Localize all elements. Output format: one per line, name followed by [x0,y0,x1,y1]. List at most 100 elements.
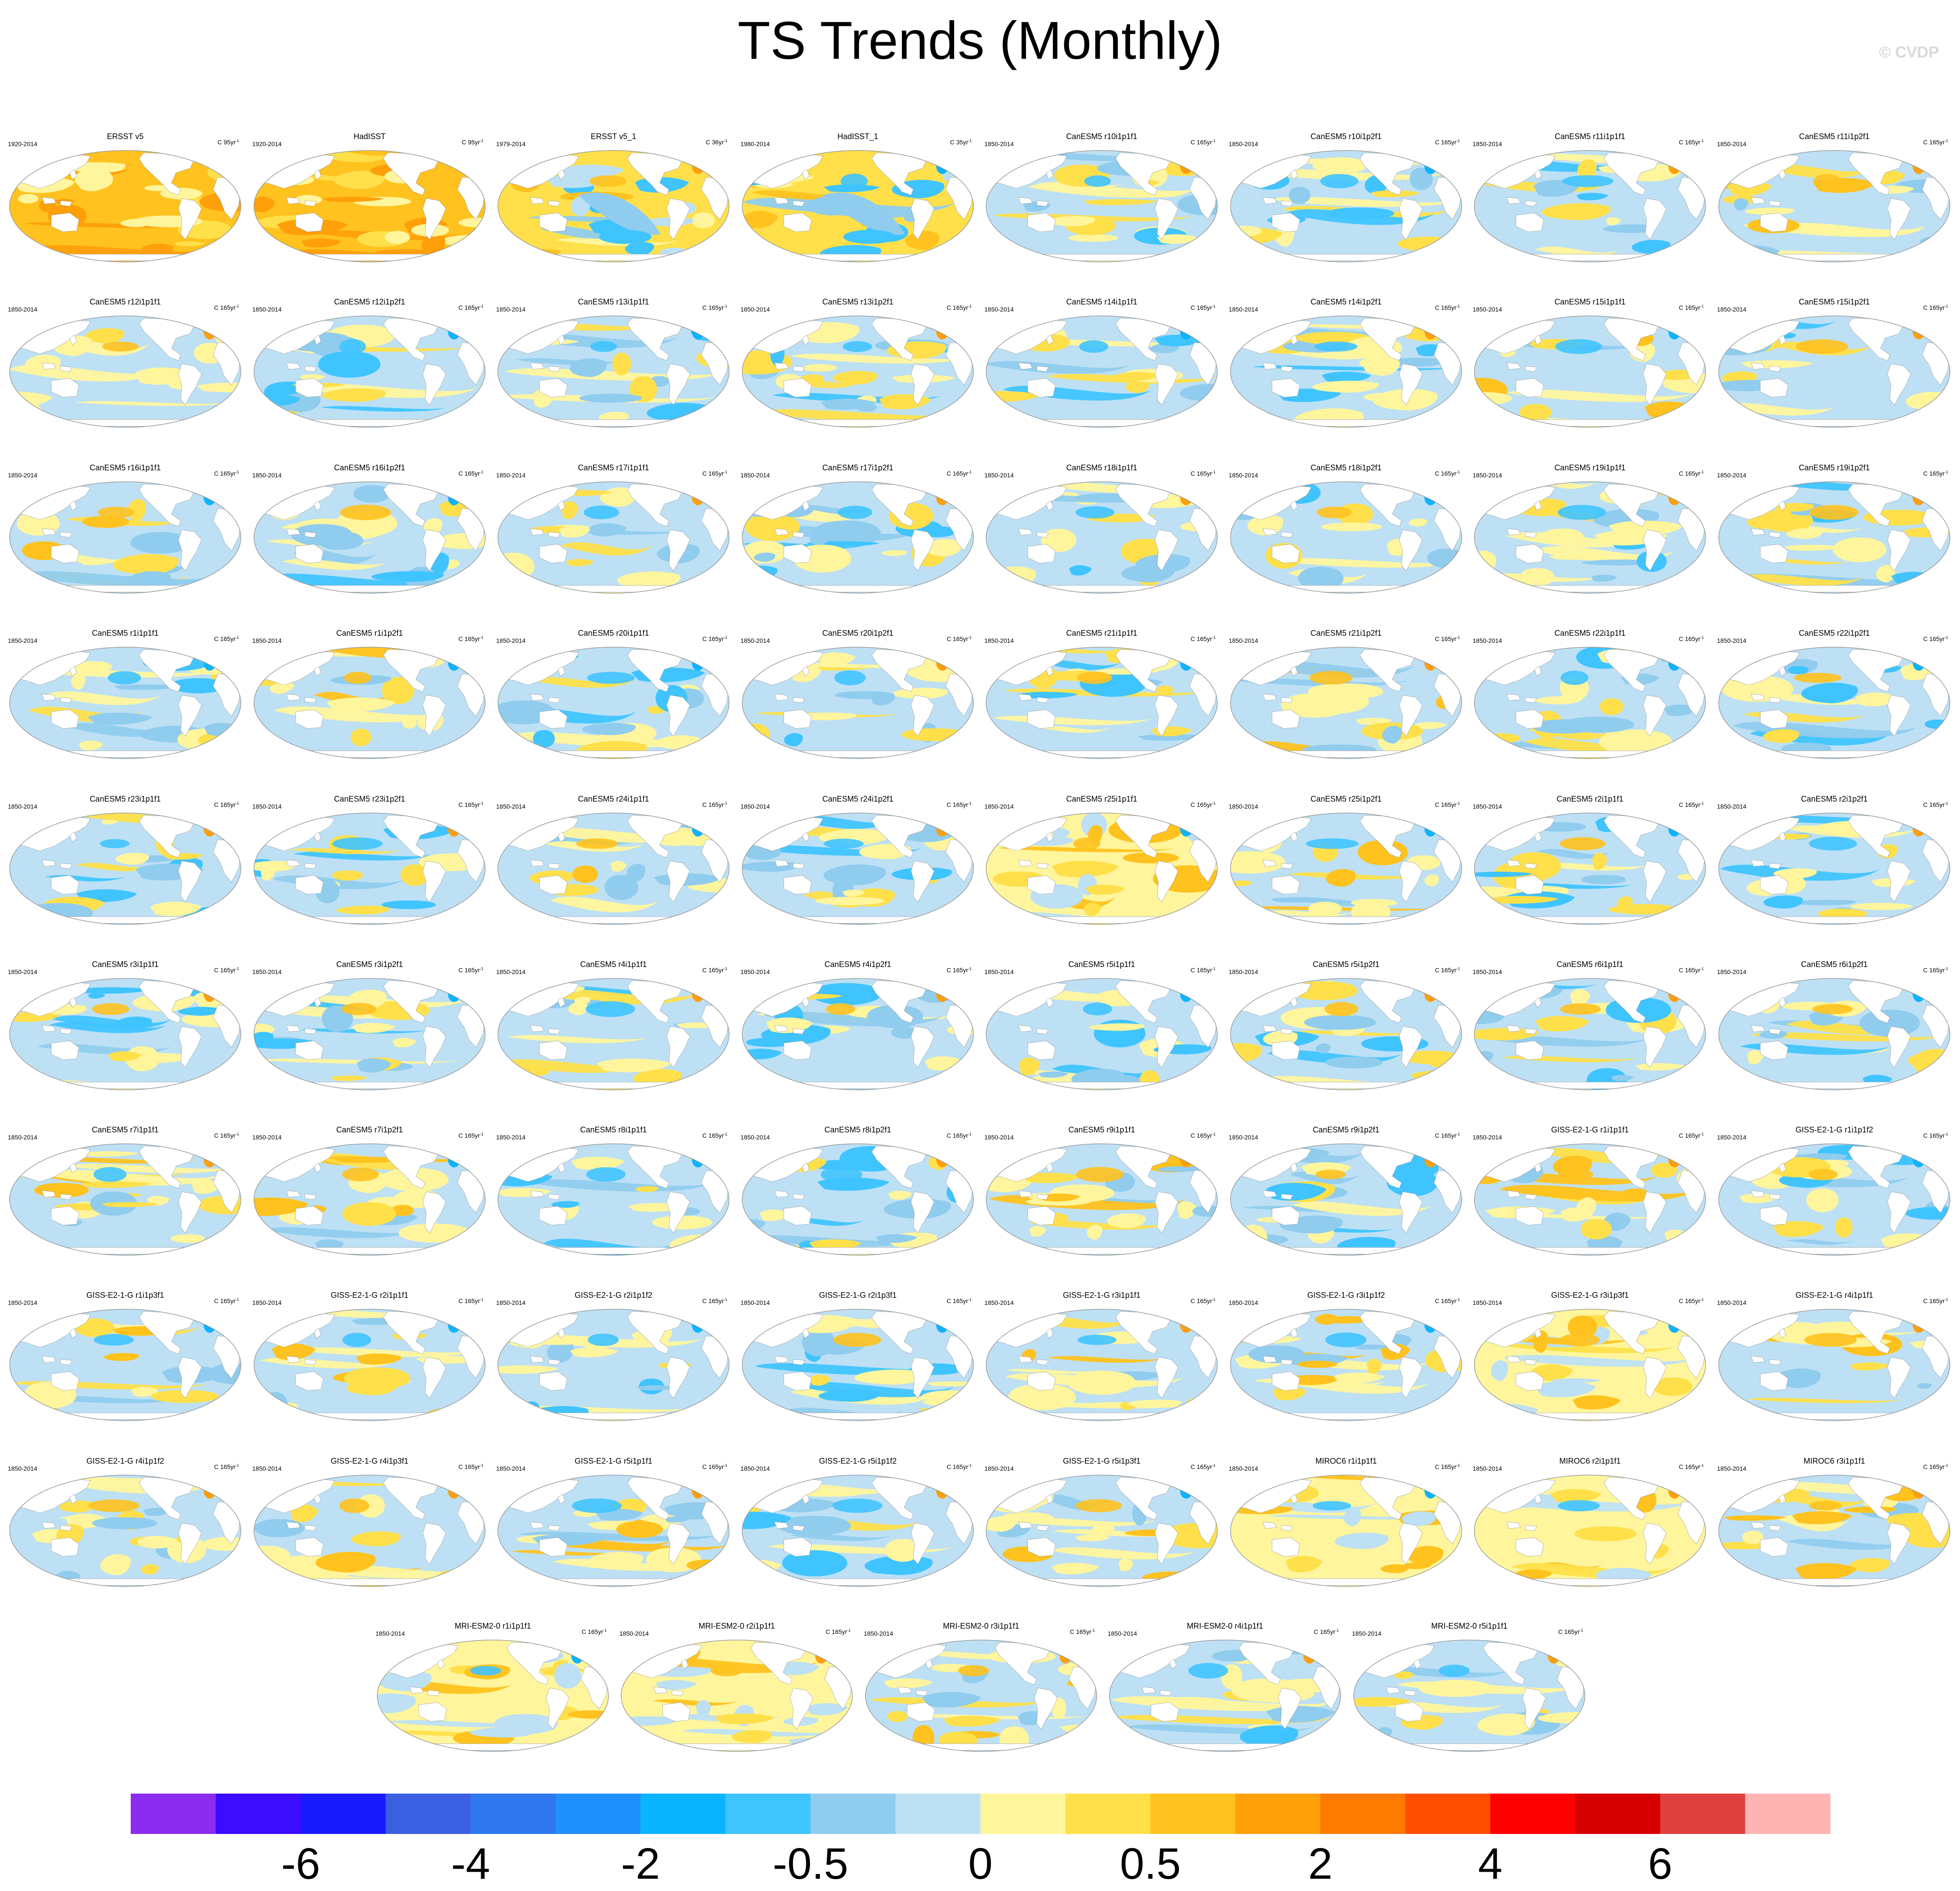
panel-period: 1850-2014 [252,968,282,975]
panel-border [1230,978,1462,1090]
panel-units: C 165yr-1 [702,635,727,642]
panel-title: CanESM5 r19i1p2f1 [1799,463,1870,472]
panel-border [377,1640,609,1752]
panel-title: CanESM5 r12i1p1f1 [89,297,161,306]
colorbar-swatch [980,1794,1066,1834]
panel-period: 1850-2014 [740,306,770,313]
panel-title: CanESM5 r25i1p1f1 [1066,795,1137,803]
colorbar-swatch [1065,1794,1151,1834]
panel-period: 1850-2014 [1717,140,1746,147]
panel-title: CanESM5 r24i1p2f1 [822,795,893,803]
panel-units: C 165yr-1 [214,1132,239,1139]
panel-border [1230,1475,1462,1587]
panel-title: CanESM5 r3i1p1f1 [92,960,158,969]
panel-title: CanESM5 r23i1p2f1 [334,795,405,803]
panel-border [1474,1143,1706,1256]
panel-units: C 165yr-1 [1435,1463,1460,1470]
panel-border [497,1309,730,1421]
panel-title: GISS-E2-1-G r2i1p3f1 [819,1291,897,1300]
panel-period: 1850-2014 [8,803,37,810]
colorbar-swatch [1490,1794,1576,1834]
panel-border [497,150,730,262]
panel-period: 1850-2014 [1473,1134,1502,1141]
panel-period: 1850-2014 [252,472,282,479]
panel-border [742,978,974,1090]
panel-title: CanESM5 r7i1p2f1 [336,1125,403,1134]
colorbar-swatch [1320,1794,1406,1834]
colorbar-tick-label: 6 [1648,1839,1673,1888]
panel-border [1230,1309,1462,1421]
panel-title: CanESM5 r2i1p2f1 [1801,795,1867,803]
panel-period: 1850-2014 [8,1465,37,1472]
panel-units: C 165yr-1 [1191,304,1216,311]
panel-period: 1850-2014 [984,306,1014,313]
panel-period: 1850-2014 [740,1134,770,1141]
panel-border [742,813,974,925]
colorbar-swatch [555,1794,641,1834]
panel-title: GISS-E2-1-G r2i1p1f1 [331,1291,408,1300]
panel-period: 1850-2014 [252,803,282,810]
panel-period: 1850-2014 [496,1134,526,1141]
panel-title: CanESM5 r23i1p1f1 [89,795,161,803]
panel-period: 1850-2014 [496,968,526,975]
panel-period: 1850-2014 [984,1134,1014,1141]
colorbar-tick-label: -0.5 [773,1839,848,1888]
panel-border [986,481,1218,594]
panel-period: 1980-2014 [740,140,770,147]
panel-period: 1850-2014 [376,1630,405,1637]
panel-period: 1850-2014 [740,968,770,975]
panel-units: C 35yr-1 [950,139,972,146]
panel-border [254,978,486,1090]
colorbar-swatch [1235,1794,1321,1834]
panel-period: 1850-2014 [1717,472,1746,479]
panel-border [254,1475,486,1587]
panel-title: CanESM5 r13i1p2f1 [822,297,893,306]
panel-border [254,150,486,262]
panel-title: CanESM5 r21i1p2f1 [1310,629,1381,637]
panel-units: C 165yr-1 [702,304,727,311]
panel-title: CanESM5 r7i1p1f1 [92,1125,158,1134]
panel-units: C 165yr-1 [1070,1628,1095,1635]
panel-units: C 165yr-1 [702,470,727,477]
panel-border [742,1475,974,1587]
panel-period: 1850-2014 [8,472,37,479]
panel-period: 1850-2014 [1717,968,1746,975]
panel-units: C 165yr-1 [702,801,727,808]
panel-units: C 165yr-1 [1435,139,1460,146]
panel-units: C 165yr-1 [458,1132,483,1139]
panel-border [1230,481,1462,594]
panel-border [9,647,241,759]
panel-border [9,1143,241,1256]
panel-units: C 165yr-1 [1923,635,1948,642]
panel-units: C 165yr-1 [1923,801,1948,808]
colorbar-swatch [300,1794,386,1834]
panel-title: CanESM5 r16i1p1f1 [89,463,161,472]
panel-period: 1850-2014 [1229,637,1258,644]
panel-period: 1850-2014 [496,472,526,479]
panel-units: C 165yr-1 [1679,1463,1704,1470]
panel-period: 1850-2014 [1717,1134,1746,1141]
panel-title: CanESM5 r21i1p1f1 [1066,629,1137,637]
panel-border [1718,978,1950,1090]
panel-title: CanESM5 r4i1p1f1 [580,960,647,969]
panel-title: HadISST [354,132,386,141]
panel-units: C 165yr-1 [214,801,239,808]
colorbar-swatch [1405,1794,1491,1834]
panel-units: C 165yr-1 [458,1297,483,1304]
panel-period: 1850-2014 [496,1465,526,1472]
colorbar-swatch [386,1794,471,1834]
panel-units: C 165yr-1 [702,1132,727,1139]
panel-units: C 165yr-1 [1191,470,1216,477]
panel-title: GISS-E2-1-G r2i1p1f2 [575,1291,652,1300]
colorbar-tick-label: 0.5 [1120,1839,1181,1888]
panel-border [1474,481,1706,594]
panel-title: CanESM5 r11i1p2f1 [1799,132,1870,141]
panel-border [1474,647,1706,759]
panel-title: CanESM5 r22i1p2f1 [1799,629,1870,637]
panel-units: C 165yr-1 [947,801,972,808]
panel-title: CanESM5 r8i1p2f1 [824,1125,891,1134]
panel-title: CanESM5 r14i1p1f1 [1066,297,1137,306]
panel-units: C 165yr-1 [458,635,483,642]
panel-period: 1850-2014 [8,1299,37,1306]
